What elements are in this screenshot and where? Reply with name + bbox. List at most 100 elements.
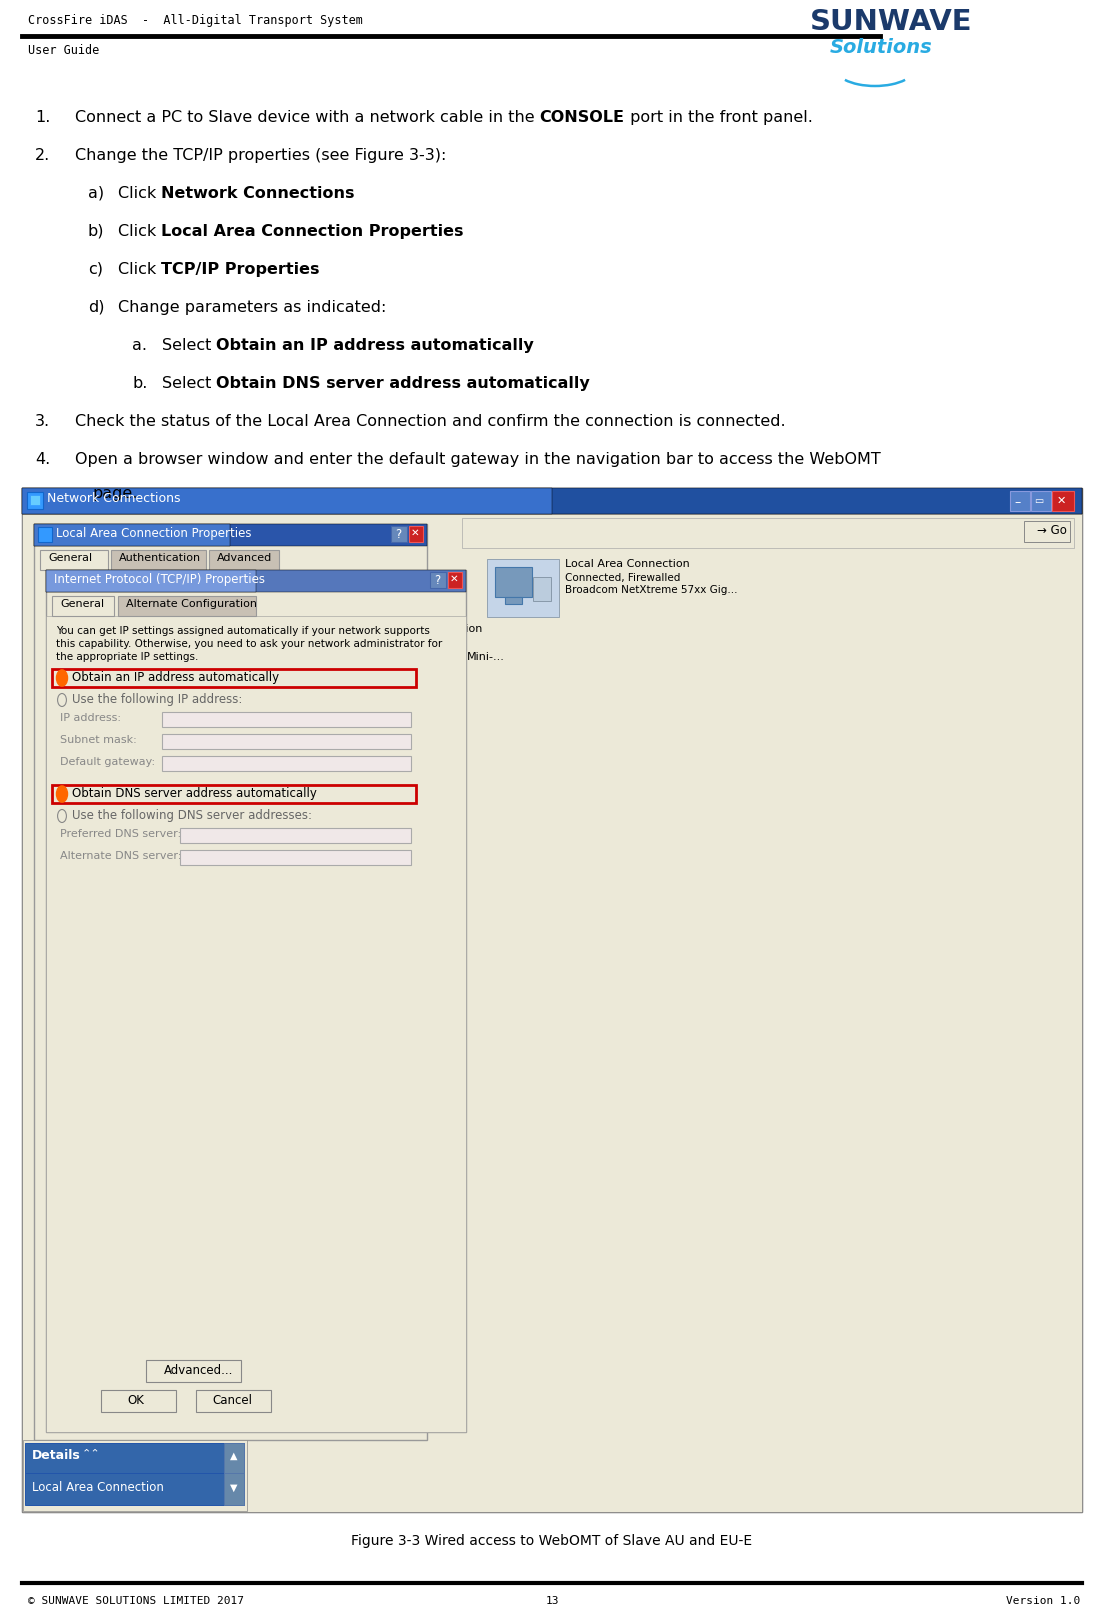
Text: ✕: ✕ xyxy=(411,527,420,537)
Text: OK: OK xyxy=(127,1394,144,1407)
Text: ▭: ▭ xyxy=(1034,497,1043,506)
Text: ▼: ▼ xyxy=(230,1483,237,1493)
Bar xyxy=(52,669,416,687)
Bar xyxy=(162,756,411,771)
Text: a.: a. xyxy=(132,338,147,352)
Bar xyxy=(100,1389,176,1412)
Text: Open a browser window and enter the default gateway in the navigation bar to acc: Open a browser window and enter the defa… xyxy=(75,451,881,467)
Bar xyxy=(224,1443,244,1474)
Bar xyxy=(495,566,532,597)
Text: CrossFire iDAS  -  All-Digital Transport System: CrossFire iDAS - All-Digital Transport S… xyxy=(28,15,363,28)
Bar xyxy=(22,514,1082,1513)
Text: 1.: 1. xyxy=(35,110,51,125)
Bar xyxy=(26,492,43,510)
Bar xyxy=(162,712,411,727)
Text: Change the TCP/IP properties (see Figure 3-3):: Change the TCP/IP properties (see Figure… xyxy=(75,148,446,162)
Text: 4.: 4. xyxy=(35,451,51,467)
Bar xyxy=(30,495,40,505)
Bar xyxy=(23,1440,247,1511)
Text: port in the front panel.: port in the front panel. xyxy=(625,110,813,125)
Circle shape xyxy=(56,670,67,687)
Text: Obtain DNS server address automatically: Obtain DNS server address automatically xyxy=(216,377,591,391)
Bar xyxy=(22,489,1082,514)
Text: Authentication: Authentication xyxy=(119,553,201,563)
Text: CONSOLE: CONSOLE xyxy=(540,110,625,125)
Text: Broadcom NetXtreme 57xx Gig...: Broadcom NetXtreme 57xx Gig... xyxy=(565,584,737,596)
Text: Local Area Connection: Local Area Connection xyxy=(565,558,690,570)
Text: Use the following DNS server addresses:: Use the following DNS server addresses: xyxy=(72,808,312,821)
Text: Subnet mask:: Subnet mask: xyxy=(60,735,137,745)
Bar xyxy=(429,571,446,588)
Text: Local Area Connection Properties: Local Area Connection Properties xyxy=(56,527,252,540)
Text: Advanced: Advanced xyxy=(217,553,273,563)
Text: Change parameters as indicated:: Change parameters as indicated: xyxy=(118,300,386,315)
Text: General: General xyxy=(47,553,92,563)
Bar xyxy=(112,550,206,570)
Text: Internet Protocol (TCP/IP) Properties: Internet Protocol (TCP/IP) Properties xyxy=(54,573,265,586)
Text: d): d) xyxy=(88,300,105,315)
Text: Check the status of the Local Area Connection and confirm the connection is conn: Check the status of the Local Area Conne… xyxy=(75,414,786,428)
Bar xyxy=(52,786,416,803)
Text: Network Connections: Network Connections xyxy=(161,187,354,201)
Bar xyxy=(505,597,522,604)
Text: IP address:: IP address: xyxy=(60,712,121,722)
Bar xyxy=(224,1474,244,1505)
Bar xyxy=(34,524,427,1440)
Bar xyxy=(180,828,411,842)
Bar xyxy=(1025,521,1070,542)
Text: SUNWAVE: SUNWAVE xyxy=(810,8,973,36)
Text: ▲: ▲ xyxy=(230,1451,237,1461)
Text: → Go: → Go xyxy=(1037,524,1066,537)
Bar xyxy=(1010,492,1030,511)
Bar xyxy=(146,1360,241,1383)
Bar xyxy=(34,524,230,545)
Bar xyxy=(46,570,256,592)
Bar xyxy=(46,617,466,1431)
Bar xyxy=(34,524,427,545)
Text: Figure 3-3 Wired access to WebOMT of Slave AU and EU-E: Figure 3-3 Wired access to WebOMT of Sla… xyxy=(351,1534,753,1548)
Text: –: – xyxy=(1015,497,1021,510)
Text: Click: Click xyxy=(118,261,161,278)
Text: the appropriate IP settings.: the appropriate IP settings. xyxy=(56,652,199,662)
Text: Local Area Connection: Local Area Connection xyxy=(32,1482,163,1495)
Text: Click: Click xyxy=(118,224,161,239)
Bar xyxy=(461,518,1074,549)
Text: ⌃⌃: ⌃⌃ xyxy=(82,1448,100,1457)
Bar xyxy=(162,734,411,748)
Text: 3.: 3. xyxy=(35,414,50,428)
Bar xyxy=(38,527,52,542)
Text: Advanced...: Advanced... xyxy=(164,1363,233,1376)
Bar xyxy=(1031,492,1051,511)
Text: Obtain DNS server address automatically: Obtain DNS server address automatically xyxy=(72,787,317,800)
Text: 13: 13 xyxy=(545,1595,559,1607)
Text: Preferred DNS server:: Preferred DNS server: xyxy=(60,829,181,839)
Text: Select: Select xyxy=(162,338,216,352)
Text: Default gateway:: Default gateway: xyxy=(60,756,156,768)
Text: Network Connections: Network Connections xyxy=(47,492,180,505)
Text: TCP/IP Properties: TCP/IP Properties xyxy=(161,261,320,278)
Bar xyxy=(52,596,114,617)
Bar xyxy=(25,1443,244,1474)
Text: Connect a PC to Slave device with a network cable in the: Connect a PC to Slave device with a netw… xyxy=(75,110,540,125)
Bar xyxy=(46,570,466,1431)
Bar xyxy=(46,570,466,592)
Bar xyxy=(40,550,108,570)
Text: page.: page. xyxy=(93,485,138,502)
Text: General: General xyxy=(60,599,104,609)
Text: this capability. Otherwise, you need to ask your network administrator for: this capability. Otherwise, you need to … xyxy=(56,639,443,649)
Text: b): b) xyxy=(88,224,105,239)
Bar xyxy=(197,1389,270,1412)
Bar xyxy=(448,571,461,588)
Text: Use the following IP address:: Use the following IP address: xyxy=(72,693,243,706)
Text: b.: b. xyxy=(132,377,147,391)
Bar xyxy=(1052,492,1074,511)
Text: 2.: 2. xyxy=(35,148,51,162)
Text: ✕: ✕ xyxy=(1057,497,1065,506)
Bar xyxy=(391,526,407,542)
Text: Alternate Configuration: Alternate Configuration xyxy=(126,599,257,609)
Text: Click: Click xyxy=(118,187,161,201)
Circle shape xyxy=(56,786,67,802)
Text: Select: Select xyxy=(162,377,216,391)
Bar xyxy=(533,578,551,601)
Text: ?: ? xyxy=(434,575,440,588)
